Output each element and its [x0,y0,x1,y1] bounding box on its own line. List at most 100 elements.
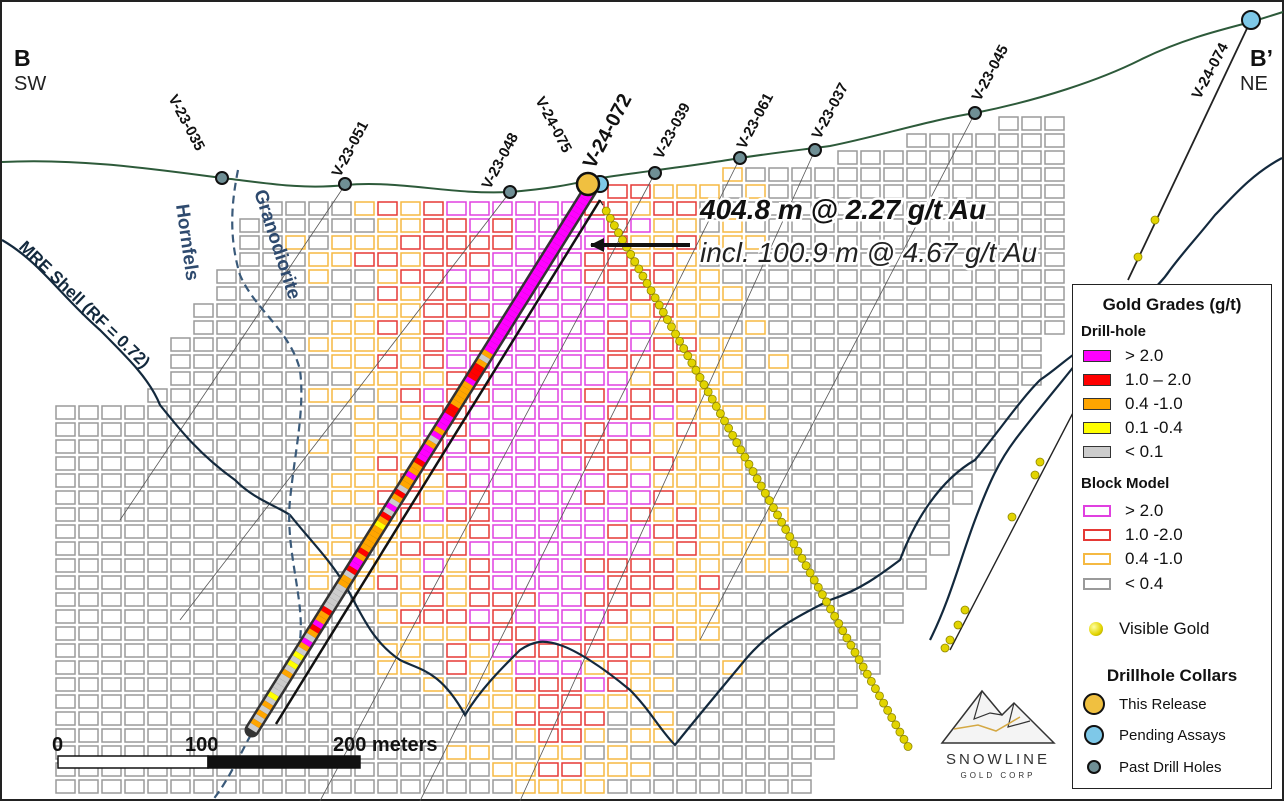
block-cell [423,779,444,794]
block-cell [699,643,720,658]
block-cell [630,388,651,403]
block-cell [814,728,835,743]
block-cell [768,745,789,760]
block-cell [929,218,950,233]
block-cell [676,660,697,675]
block-cell [975,303,996,318]
block-cell [515,422,536,437]
block-cell [952,422,973,437]
block-cell [515,354,536,369]
block-cell [423,252,444,267]
block-cell [308,473,329,488]
block-cell [239,252,260,267]
assay-segment [492,331,505,342]
block-cell [469,320,490,335]
block-cell [699,626,720,641]
block-cell [400,711,421,726]
block-cell [561,728,582,743]
block-cell [446,473,467,488]
block-cell [722,473,743,488]
block-cell [515,626,536,641]
assay-segment [416,452,429,463]
block-cell [423,490,444,505]
visible-gold-marker [695,373,705,382]
visible-gold-marker [887,713,897,722]
block-cell [55,439,76,454]
collar-past-icon [1087,760,1101,774]
block-cell [124,609,145,624]
block-cell [331,490,352,505]
block-cell [262,558,283,573]
block-cell [308,541,329,556]
assay-segment [281,668,293,679]
block-cell [239,320,260,335]
block-cell [469,660,490,675]
end-left-direction: SW [14,73,46,95]
block-cell [722,558,743,573]
block-cell [538,660,559,675]
block-cell [216,354,237,369]
visible-gold-marker [744,459,754,469]
block-cell [860,473,881,488]
block-cell [331,439,352,454]
block-cell [883,303,904,318]
block-cell [469,779,490,794]
block-cell [78,575,99,590]
block-cell [55,728,76,743]
visible-gold-marker [1133,252,1143,262]
block-cell [308,269,329,284]
block-cell [1021,354,1042,369]
block-cell [561,473,582,488]
block-cell [630,473,651,488]
block-cell [791,371,812,386]
block-cell [170,575,191,590]
block-cell [768,541,789,556]
block-cell [170,728,191,743]
assay-segment [385,502,398,513]
block-cell [239,439,260,454]
block-cell [101,609,122,624]
block-cell [722,218,743,233]
block-cell [354,337,375,352]
block-cell [377,269,398,284]
drillhole-collars [215,10,1261,199]
block-cell [216,643,237,658]
block-cell [607,660,628,675]
block-cell [791,677,812,692]
block-cell [423,660,444,675]
block-cell [515,473,536,488]
block-cell [607,422,628,437]
assay-segment [515,295,527,306]
block-cell [584,371,605,386]
block-cell [768,779,789,794]
block-cell [584,643,605,658]
block-cell [515,405,536,420]
block-cell [676,269,697,284]
block-cell [745,303,766,318]
visible-gold-marker [675,336,685,346]
block-cell [515,745,536,760]
legend-label: 0.4 -1.0 [1125,549,1183,568]
visible-gold-marker [699,380,709,390]
mountain-icon [940,689,1056,744]
block-cell [492,235,513,250]
block-cell [584,388,605,403]
block-cell [814,167,835,182]
block-cell [400,201,421,216]
block-cell [170,626,191,641]
block-cell [377,439,398,454]
legend-block-row: 0.4 -1.0 [1083,549,1183,569]
block-cell [745,524,766,539]
block-cell [837,473,858,488]
assay-segment [453,394,465,405]
visible-gold-marker [1007,512,1017,522]
block-cell [285,235,306,250]
swatch-bm-0 [1083,505,1111,517]
block-cell [101,626,122,641]
block-cell [377,711,398,726]
block-cell [193,592,214,607]
block-cell [768,252,789,267]
block-cell [331,286,352,301]
block-cell [630,541,651,556]
assay-segment [566,214,578,225]
